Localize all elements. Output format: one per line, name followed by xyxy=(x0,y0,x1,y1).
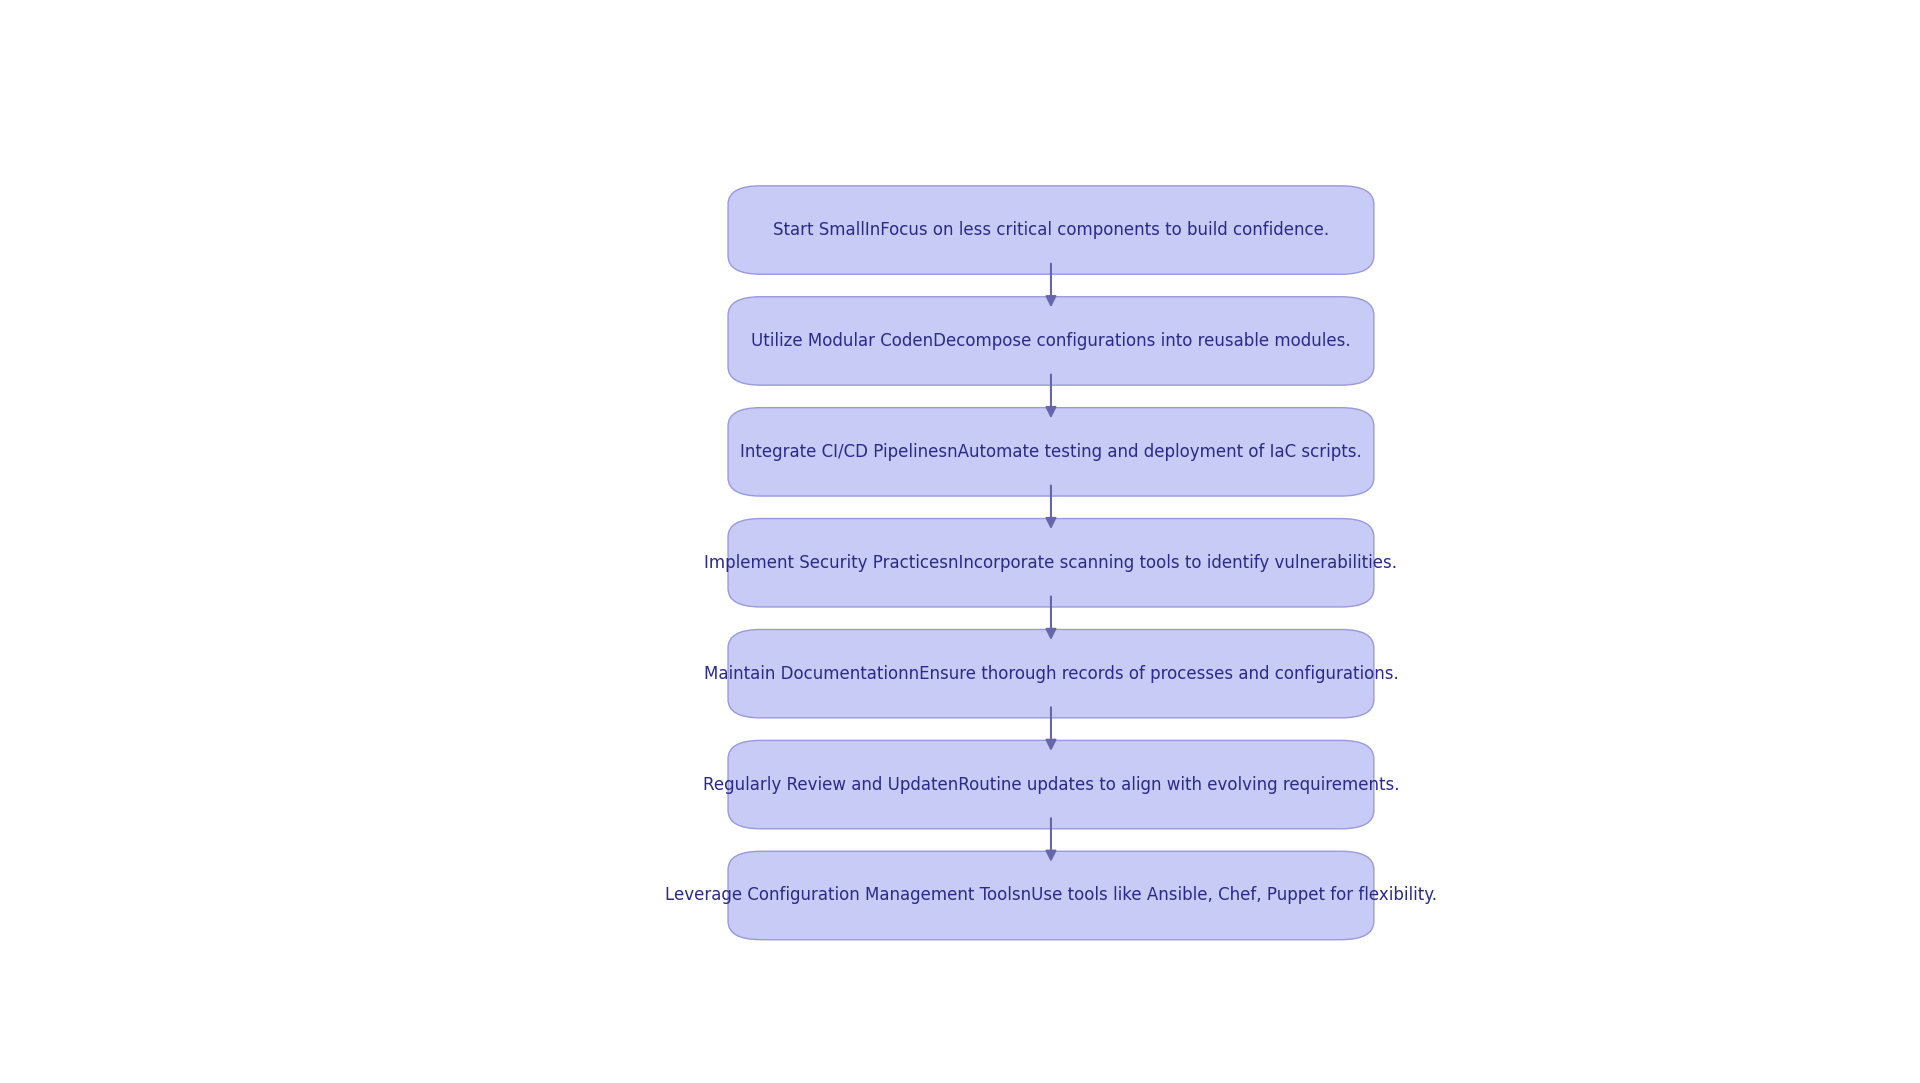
Text: Regularly Review and UpdatenRoutine updates to align with evolving requirements.: Regularly Review and UpdatenRoutine upda… xyxy=(703,775,1400,794)
FancyBboxPatch shape xyxy=(728,519,1375,606)
FancyBboxPatch shape xyxy=(728,851,1375,940)
Text: Maintain DocumentationnEnsure thorough records of processes and configurations.: Maintain DocumentationnEnsure thorough r… xyxy=(703,665,1398,682)
Text: Leverage Configuration Management ToolsnUse tools like Ansible, Chef, Puppet for: Leverage Configuration Management Toolsn… xyxy=(664,887,1436,904)
Text: Implement Security PracticesnIncorporate scanning tools to identify vulnerabilit: Implement Security PracticesnIncorporate… xyxy=(705,553,1398,572)
Text: Start SmallInFocus on less critical components to build confidence.: Start SmallInFocus on less critical comp… xyxy=(774,221,1329,239)
Text: Integrate CI/CD PipelinesnAutomate testing and deployment of IaC scripts.: Integrate CI/CD PipelinesnAutomate testi… xyxy=(739,443,1361,461)
FancyBboxPatch shape xyxy=(728,741,1375,828)
FancyBboxPatch shape xyxy=(728,297,1375,386)
FancyBboxPatch shape xyxy=(728,629,1375,718)
Text: Utilize Modular CodenDecompose configurations into reusable modules.: Utilize Modular CodenDecompose configura… xyxy=(751,331,1352,350)
FancyBboxPatch shape xyxy=(728,186,1375,274)
FancyBboxPatch shape xyxy=(728,407,1375,496)
